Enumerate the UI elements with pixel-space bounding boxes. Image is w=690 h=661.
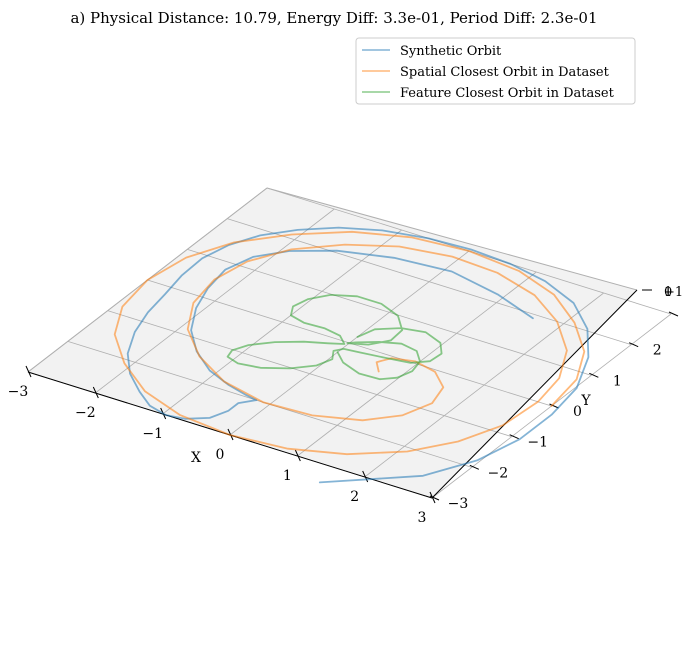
x-tick-label: 3 bbox=[418, 510, 427, 526]
x-tick-label: 0 bbox=[216, 447, 225, 463]
series-line-1 bbox=[113, 230, 586, 456]
legend-label: Synthetic Orbit bbox=[400, 44, 502, 59]
x-tick-mark bbox=[294, 449, 301, 462]
y-tick-mark bbox=[509, 434, 519, 440]
y-tick-label: −3 bbox=[448, 496, 469, 512]
series-line-0 bbox=[126, 226, 590, 484]
y-tick-mark bbox=[589, 372, 599, 378]
x-tick-label: −2 bbox=[75, 405, 96, 421]
legend-item: Feature Closest Orbit in Dataset bbox=[362, 86, 615, 101]
series-layer bbox=[113, 226, 590, 484]
y-tick-label: 2 bbox=[653, 343, 662, 359]
y-tick-mark bbox=[628, 342, 639, 348]
legend: Synthetic Orbit Spatial Closest Orbit in… bbox=[355, 37, 636, 105]
y-tick-label: −2 bbox=[488, 465, 509, 481]
legend-label: Feature Closest Orbit in Dataset bbox=[400, 86, 615, 101]
legend-item: Synthetic Orbit bbox=[362, 44, 502, 59]
y-tick-label: 0 bbox=[573, 404, 582, 420]
y-tick-label: −1 bbox=[527, 435, 548, 451]
legend-label: Spatial Closest Orbit in Dataset bbox=[400, 65, 610, 80]
grid-line-y bbox=[227, 218, 632, 346]
y-tick-label: 1 bbox=[613, 373, 622, 389]
legend-item: Spatial Closest Orbit in Dataset bbox=[362, 65, 610, 80]
y-tick-mark bbox=[668, 311, 679, 317]
y-tick-mark bbox=[429, 495, 440, 501]
z-tick-label: 1 bbox=[664, 285, 672, 300]
x-tick-mark bbox=[92, 386, 99, 399]
x-axis-label: X bbox=[191, 450, 201, 466]
y-tick-mark bbox=[469, 464, 480, 470]
back-right-edge bbox=[266, 187, 638, 291]
z-tick-label: −1 bbox=[664, 285, 683, 300]
z-axis-ticks: −1 0 1 bbox=[642, 285, 683, 300]
z-tick-label: 0 bbox=[664, 285, 672, 300]
x-tick-label: 1 bbox=[283, 468, 292, 484]
y-tick-mark bbox=[549, 403, 559, 409]
x-tick-label: −1 bbox=[142, 426, 163, 442]
chart-title: a) Physical Distance: 10.79, Energy Diff… bbox=[70, 9, 597, 27]
y-axis-label: Y bbox=[580, 393, 591, 409]
x-tick-mark bbox=[25, 365, 32, 378]
x-tick-label: −3 bbox=[8, 384, 29, 400]
x-tick-label: 2 bbox=[350, 489, 359, 505]
legend-box bbox=[355, 37, 636, 105]
series-line-2 bbox=[226, 294, 443, 381]
